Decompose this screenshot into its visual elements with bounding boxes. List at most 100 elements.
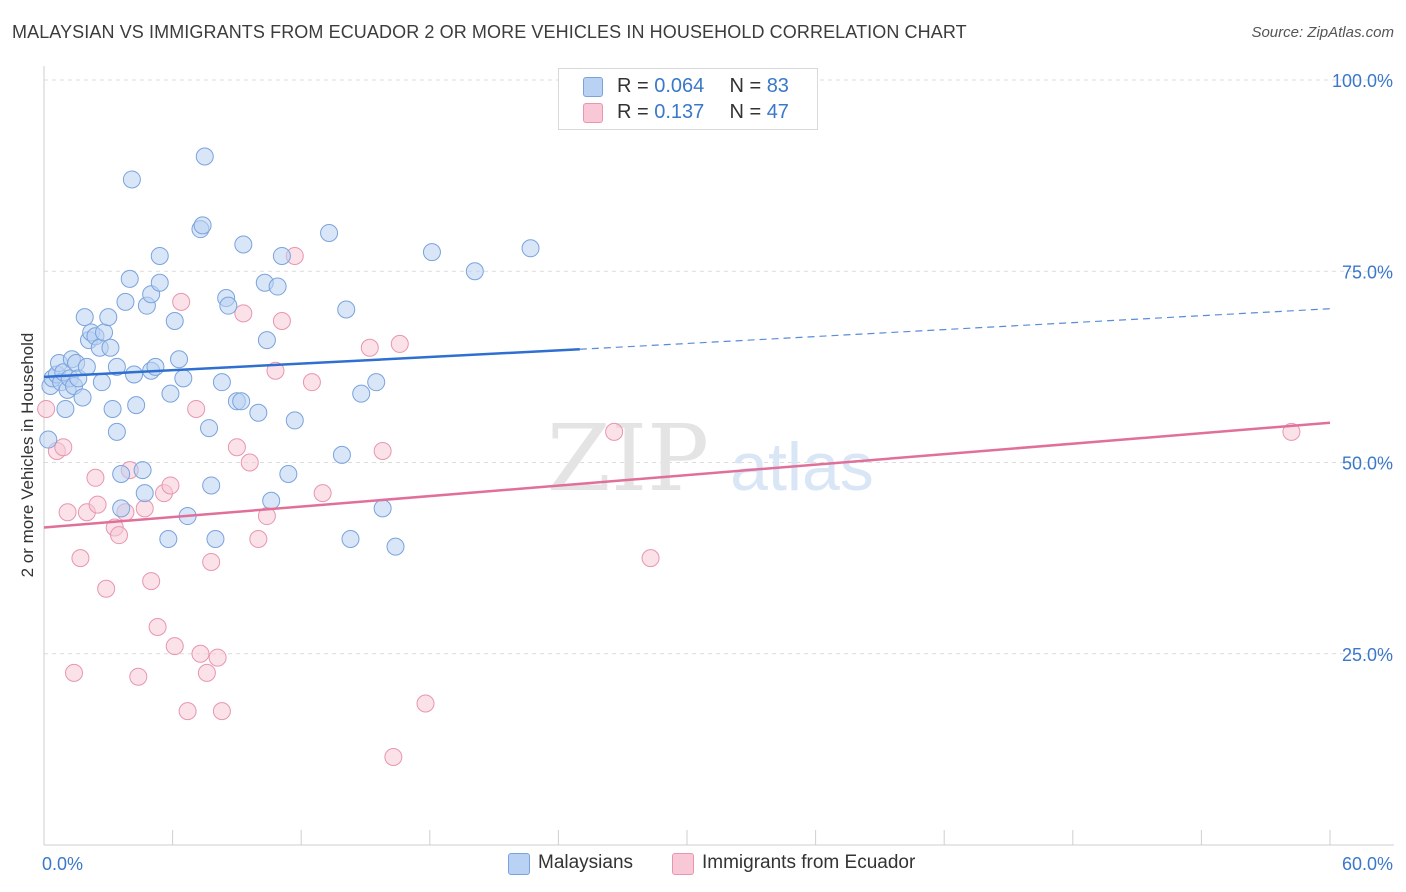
malaysian-point xyxy=(268,277,287,296)
ecuador-point xyxy=(97,579,116,598)
legend-r-value: 0.064 xyxy=(654,75,705,97)
malaysian-point xyxy=(285,411,304,430)
ecuador-point xyxy=(172,292,191,311)
malaysian-point xyxy=(262,491,281,510)
x-tick-label: 60.0% xyxy=(1342,854,1393,874)
source-credit: Source: ZipAtlas.com xyxy=(1251,24,1394,41)
tick-labels: 25.0% 50.0% 75.0% 100.0% 0.0% 60.0% xyxy=(42,71,1393,874)
legend-swatch-blue xyxy=(583,77,603,97)
ecuador-point xyxy=(208,648,227,667)
stats-legend: R = 0.064 N = 83 R = 0.137 N = 47 xyxy=(558,68,818,130)
malaysian-point xyxy=(95,323,114,342)
malaysian-point xyxy=(146,357,165,376)
y-tick-label: 100.0% xyxy=(1332,71,1393,91)
watermark-zip: ZIP xyxy=(547,405,709,512)
legend-r-label: R = xyxy=(617,101,655,123)
legend-n-value: 83 xyxy=(766,75,789,97)
legend-r-label: R = xyxy=(617,75,655,97)
ecuador-point xyxy=(202,552,221,571)
y-axis-label: 2 or more Vehicles in Household xyxy=(18,332,37,578)
ecuador-point xyxy=(165,637,184,656)
series-malaysians-points xyxy=(39,147,540,556)
malaysian-point xyxy=(161,384,180,403)
malaysian-point xyxy=(77,357,96,376)
ecuador-point xyxy=(88,495,107,514)
malaysian-point xyxy=(112,499,131,518)
legend-n-label: N = xyxy=(729,101,767,123)
ecuador-point xyxy=(384,748,403,767)
ecuador-point xyxy=(65,663,84,682)
axes xyxy=(43,66,1394,846)
malaysian-point xyxy=(200,419,219,438)
ecuador-point xyxy=(360,338,379,357)
malaysian-point xyxy=(193,216,212,235)
malaysian-point xyxy=(212,373,231,392)
y-tick-label: 50.0% xyxy=(1342,454,1393,474)
ecuador-point xyxy=(212,702,231,721)
legend-n-value: 47 xyxy=(766,101,789,123)
malaysian-point xyxy=(422,243,441,262)
bottom-legend-swatch-blue xyxy=(508,853,530,875)
malaysian-point xyxy=(341,530,360,548)
malaysian-point xyxy=(337,300,356,319)
bottom-legend-label: Malaysians xyxy=(538,852,634,873)
malaysian-point xyxy=(367,373,386,392)
malaysian-point xyxy=(249,403,268,422)
ecuador-point xyxy=(110,526,129,545)
malaysian-point xyxy=(195,147,214,166)
malaysian-point xyxy=(234,235,253,254)
series-ecuador-points xyxy=(37,246,1301,767)
malaysian-point xyxy=(75,308,94,327)
malaysian-point xyxy=(232,392,251,411)
malaysian-point xyxy=(73,388,92,407)
ecuador-point xyxy=(416,694,435,713)
malaysian-point xyxy=(120,269,139,288)
ecuador-point xyxy=(161,476,180,495)
watermark: ZIP atlas xyxy=(547,405,874,512)
malaysian-point xyxy=(56,399,75,418)
ecuador-point xyxy=(240,453,259,472)
legend-r-value: 0.137 xyxy=(654,101,705,123)
malaysian-point xyxy=(92,373,111,392)
malaysian-point xyxy=(127,396,146,415)
malaysian-point xyxy=(159,530,178,548)
ecuador-point xyxy=(178,702,197,721)
ecuador-point xyxy=(313,484,332,503)
ecuador-point xyxy=(227,438,246,457)
ecuador-point xyxy=(266,361,285,380)
ecuador-point xyxy=(54,438,73,457)
y-tick-label: 75.0% xyxy=(1342,262,1393,282)
malaysian-point xyxy=(150,246,169,265)
malaysian-point xyxy=(219,296,238,315)
ecuador-point xyxy=(191,644,210,663)
malaysian-point xyxy=(320,224,339,242)
ecuador-point xyxy=(234,304,253,323)
malaysian-point xyxy=(107,422,126,441)
ecuador-point xyxy=(37,399,56,418)
y-tick-label: 25.0% xyxy=(1342,645,1393,665)
malaysian-point xyxy=(170,350,189,369)
malaysian-point xyxy=(122,170,141,189)
ecuador-point xyxy=(373,442,392,461)
ecuador-point xyxy=(129,667,148,686)
malaysian-point xyxy=(116,292,135,311)
malaysian-point xyxy=(135,484,154,503)
malaysian-point xyxy=(279,464,298,483)
legend-swatch-pink xyxy=(583,103,603,123)
x-tick-label: 0.0% xyxy=(42,854,83,874)
ecuador-point xyxy=(71,549,90,568)
ecuador-point xyxy=(272,311,291,330)
malaysian-point xyxy=(272,246,291,265)
ecuador-point xyxy=(605,422,624,441)
malaysian-point xyxy=(165,311,184,330)
malaysian-point xyxy=(101,338,120,357)
malaysian-point xyxy=(103,399,122,418)
ecuador-trend-line xyxy=(43,421,1331,529)
ecuador-point xyxy=(187,399,206,418)
ecuador-point xyxy=(641,549,660,568)
malaysian-point xyxy=(206,530,225,548)
malaysian-point xyxy=(521,239,540,258)
malaysian-point xyxy=(386,537,405,556)
ecuador-point xyxy=(302,373,321,392)
